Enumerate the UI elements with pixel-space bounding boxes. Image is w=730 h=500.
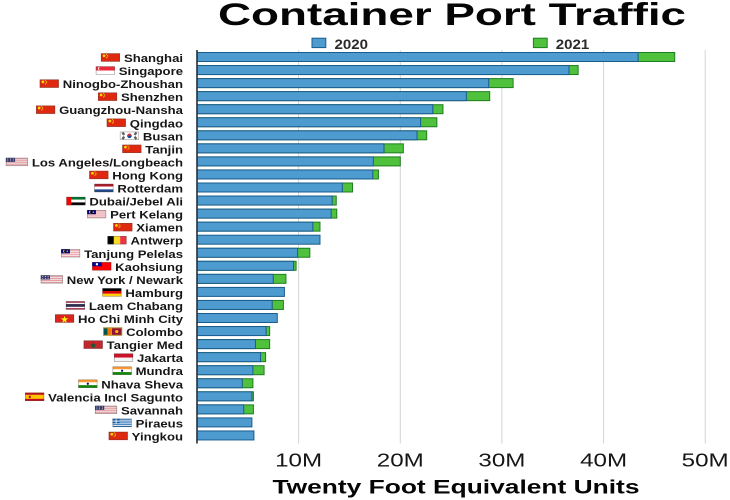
- svg-text:Shanghai: Shanghai: [124, 53, 183, 65]
- svg-text:20M: 20M: [377, 451, 424, 471]
- svg-text:Savannah: Savannah: [121, 405, 183, 417]
- svg-text:Shenzhen: Shenzhen: [121, 92, 183, 104]
- svg-text:Tanjung Pelelas: Tanjung Pelelas: [84, 249, 183, 261]
- svg-text:New York / Newark: New York / Newark: [67, 275, 184, 287]
- svg-text:Busan: Busan: [143, 131, 183, 143]
- svg-text:Nhava Sheva: Nhava Sheva: [101, 379, 184, 391]
- svg-text:Twenty Foot Equivalent Units: Twenty Foot Equivalent Units: [273, 477, 640, 499]
- svg-text:Piraeus: Piraeus: [136, 418, 183, 430]
- svg-text:Pert Kelang: Pert Kelang: [110, 210, 183, 222]
- svg-text:Rotterdam: Rotterdam: [117, 184, 183, 196]
- svg-text:Hamburg: Hamburg: [125, 288, 183, 300]
- svg-text:Xiamen: Xiamen: [136, 223, 183, 235]
- svg-text:Kaohsiung: Kaohsiung: [115, 262, 183, 274]
- svg-text:Los Angeles/Longbeach: Los Angeles/Longbeach: [32, 157, 183, 169]
- svg-text:Mundra: Mundra: [136, 366, 185, 378]
- svg-text:Yingkou: Yingkou: [132, 431, 183, 443]
- svg-text:Container Port Traffic: Container Port Traffic: [218, 0, 686, 32]
- svg-text:Ho Chi Minh City: Ho Chi Minh City: [78, 314, 183, 326]
- svg-text:Guangzhou-Nansha: Guangzhou-Nansha: [59, 105, 184, 117]
- svg-text:Tangier Med: Tangier Med: [107, 340, 183, 352]
- svg-text:2021: 2021: [556, 37, 590, 52]
- svg-text:Hong Kong: Hong Kong: [112, 170, 183, 182]
- svg-text:Valencia Incl Sagunto: Valencia Incl Sagunto: [48, 392, 183, 404]
- svg-text:Antwerp: Antwerp: [131, 236, 184, 248]
- svg-text:Tanjin: Tanjin: [145, 144, 183, 156]
- svg-text:10M: 10M: [275, 451, 322, 471]
- svg-text:40M: 40M: [580, 451, 627, 471]
- svg-text:2020: 2020: [335, 37, 369, 52]
- svg-text:Jakarta: Jakarta: [137, 353, 184, 365]
- svg-text:Laem Chabang: Laem Chabang: [89, 301, 183, 313]
- svg-text:30M: 30M: [478, 451, 525, 471]
- svg-text:50M: 50M: [682, 451, 729, 471]
- svg-text:Colombo: Colombo: [126, 327, 183, 339]
- svg-text:Dubai/Jebel Ali: Dubai/Jebel Ali: [89, 197, 183, 209]
- svg-text:Singapore: Singapore: [119, 66, 183, 78]
- svg-text:Qingdao: Qingdao: [130, 118, 184, 130]
- svg-text:Ninogbo-Zhoushan: Ninogbo-Zhoushan: [63, 79, 183, 91]
